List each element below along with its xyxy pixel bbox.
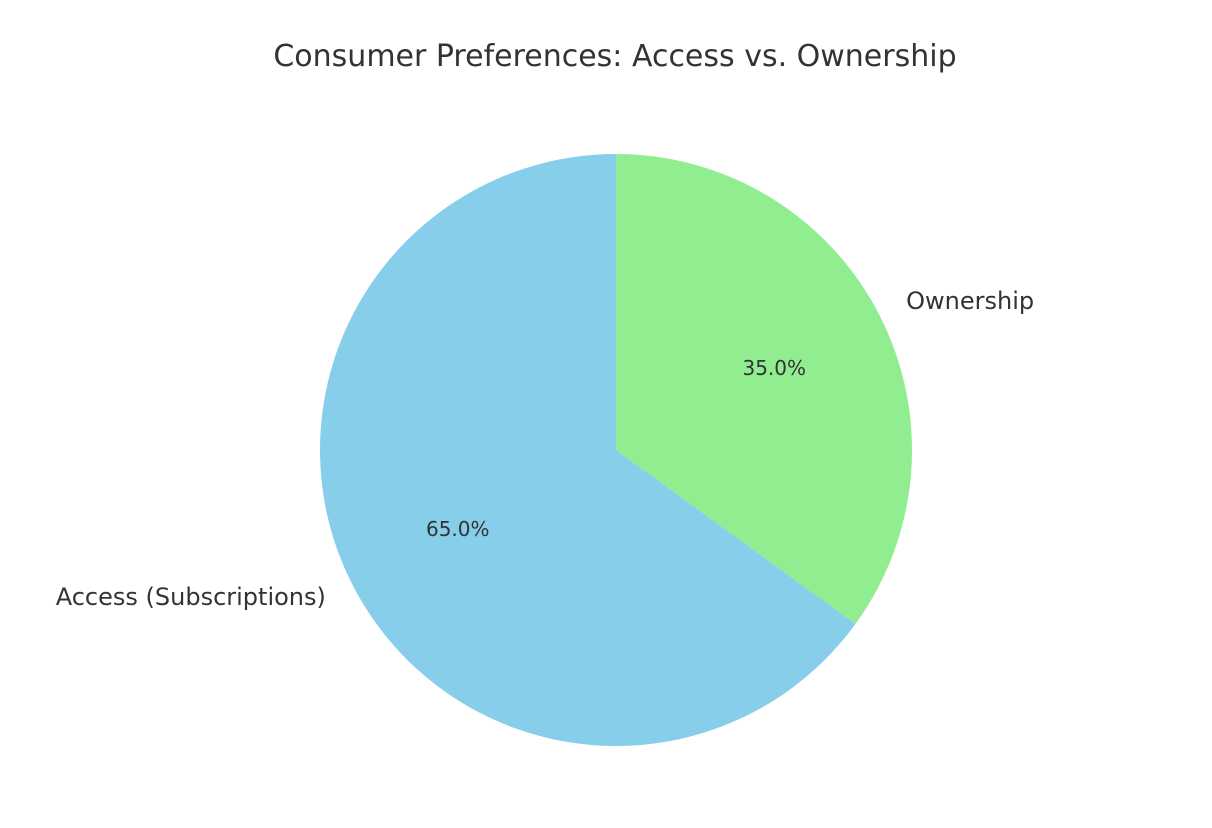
slice-label-0: Ownership xyxy=(906,287,1034,315)
pie-slice-0 xyxy=(616,154,913,624)
chart-title: Consumer Preferences: Access vs. Ownersh… xyxy=(273,39,956,74)
slice-label-1: Access (Subscriptions) xyxy=(56,583,326,611)
pie-labels: Ownership 35.0% Access (Subscriptions) 65.0… xyxy=(56,287,1034,611)
pie-slices xyxy=(320,154,913,746)
pie-slice-1 xyxy=(320,154,856,746)
slice-percent-1: 65.0% xyxy=(426,517,490,541)
slice-percent-0: 35.0% xyxy=(742,356,806,380)
